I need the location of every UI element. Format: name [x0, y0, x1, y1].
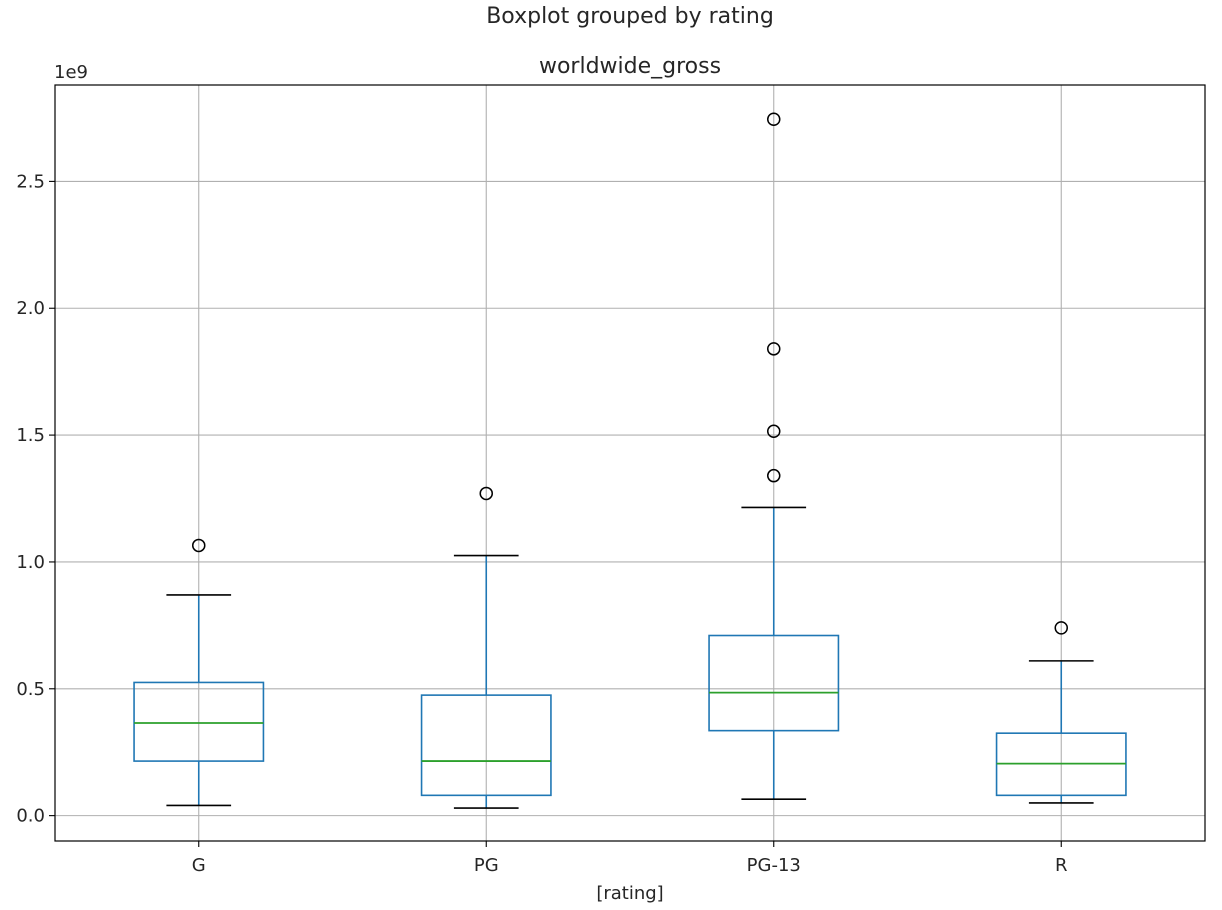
- y-tick-label: 0.5: [16, 679, 45, 700]
- box-layer: [133, 112, 1127, 809]
- y-tick-label: 1.0: [16, 552, 45, 573]
- box-group-pg: [420, 486, 552, 809]
- grid-layer: [55, 85, 1205, 841]
- box-group-r: [995, 621, 1127, 804]
- y-tick-label: 2.5: [16, 171, 45, 192]
- outlier-point: [479, 486, 493, 501]
- axes-frame: [54, 84, 1206, 842]
- x-tick-label-g: G: [192, 855, 206, 876]
- outlier-point: [767, 424, 781, 439]
- axes-title: worldwide_gross: [539, 54, 721, 79]
- y-tick-label: 1.5: [16, 425, 45, 446]
- box-group-pg-13: [708, 112, 840, 800]
- outlier-point: [767, 342, 781, 356]
- outlier-point: [192, 538, 206, 553]
- outlier-point: [767, 468, 781, 483]
- y-offset-label: 1e9: [54, 62, 88, 83]
- iqr-box: [420, 694, 552, 797]
- y-tick-label: 0.0: [16, 806, 45, 827]
- chart-suptitle: Boxplot grouped by rating: [486, 4, 774, 29]
- x-tick-label-r: R: [1055, 855, 1068, 876]
- tick-layer: 0.0 0.5 1.0 1.5 2.0 2.5 G PG PG-13 R: [16, 171, 1067, 876]
- x-tick-label-pg-13: PG-13: [747, 855, 801, 876]
- x-tick-label-pg: PG: [474, 855, 499, 876]
- outlier-point: [767, 112, 781, 126]
- outlier-point: [1054, 621, 1068, 635]
- x-axis-label: [rating]: [596, 883, 663, 904]
- iqr-box: [708, 634, 840, 732]
- box-group-g: [133, 538, 265, 807]
- iqr-box: [133, 681, 265, 762]
- y-tick-label: 2.0: [16, 298, 45, 319]
